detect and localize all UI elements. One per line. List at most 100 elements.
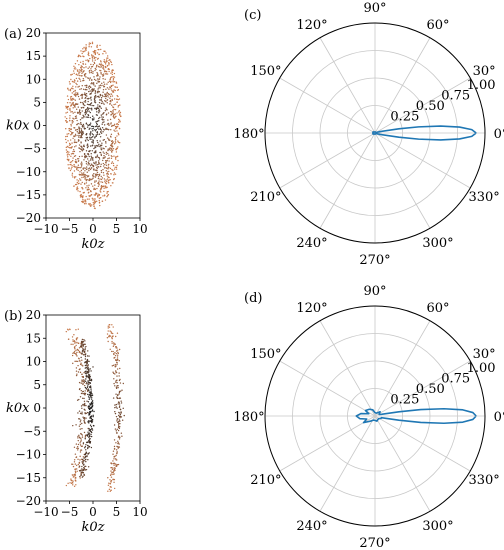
data-point [89,150,91,152]
angle-tick-label: 60° [426,18,449,33]
data-point [107,122,110,125]
data-point [94,130,97,132]
data-point [105,59,108,61]
data-point [88,128,90,130]
data-point [115,149,117,151]
data-point [84,139,87,142]
data-point [110,93,113,95]
data-point [69,163,71,166]
data-point [107,81,109,84]
data-point [84,436,87,438]
data-point [89,164,92,167]
data-point [90,107,93,110]
data-point [83,469,85,471]
data-point [88,394,90,396]
y-tick-label: −20 [16,211,41,225]
data-point [72,352,74,355]
data-point [112,79,115,81]
data-point [107,176,109,178]
y-axis-label: k0x [6,401,30,416]
data-point [110,173,112,175]
data-point [80,474,83,476]
data-point [79,190,81,193]
data-point [108,488,111,491]
data-point [66,95,69,97]
data-point [85,122,88,124]
data-point [116,407,118,409]
data-point [106,178,109,180]
data-point [98,101,101,104]
data-point [72,112,74,114]
data-point [75,329,77,331]
data-point [86,111,88,113]
data-point [100,181,102,183]
data-point [120,400,122,402]
data-point [70,130,72,133]
data-point [100,185,103,187]
data-point [111,182,114,184]
data-point [101,181,104,184]
data-point [102,195,104,197]
data-point [83,339,85,341]
data-point [98,48,100,51]
data-point [81,110,83,112]
data-point [114,156,117,158]
data-point [97,57,99,60]
data-point [90,205,92,207]
data-point [82,132,85,134]
data-point [67,482,69,485]
data-point [86,381,88,384]
data-point [75,360,78,363]
data-point [117,463,120,466]
data-point [97,141,99,144]
data-point [95,79,97,82]
data-point [108,179,110,181]
data-point [86,363,88,365]
data-point [90,167,93,169]
data-point [78,73,80,75]
data-point [87,139,89,142]
data-point [98,109,100,111]
data-point [97,133,99,136]
data-point [71,166,73,169]
data-point [79,119,82,121]
data-point [113,439,116,441]
data-point [75,183,78,186]
data-point [84,111,87,113]
data-point [88,429,90,432]
data-point [80,362,82,364]
data-point [73,475,75,478]
data-point [109,324,111,326]
data-point [91,118,94,120]
data-point [82,442,85,444]
data-point [72,343,74,346]
data-point [80,344,82,346]
data-point [92,164,94,167]
data-point [68,328,71,330]
data-point [93,198,95,200]
data-point [113,424,116,426]
data-point [82,114,84,116]
data-point [72,103,75,105]
radial-tick-label: 0.25 [390,109,419,124]
data-point [104,78,106,80]
data-point [94,145,96,147]
data-point [108,154,110,156]
data-point [71,102,73,105]
data-point [68,144,71,146]
data-point [99,69,101,72]
data-point [81,407,83,409]
data-point [80,69,82,72]
data-point [107,325,109,327]
data-point [112,169,114,172]
angular-gridline [319,132,376,229]
data-point [78,388,81,391]
data-point [98,194,100,197]
data-point [119,420,121,422]
data-point [112,332,114,335]
data-point [69,107,71,110]
data-point [116,112,118,114]
data-point [76,447,78,450]
data-point [115,386,118,388]
data-point [82,345,85,347]
